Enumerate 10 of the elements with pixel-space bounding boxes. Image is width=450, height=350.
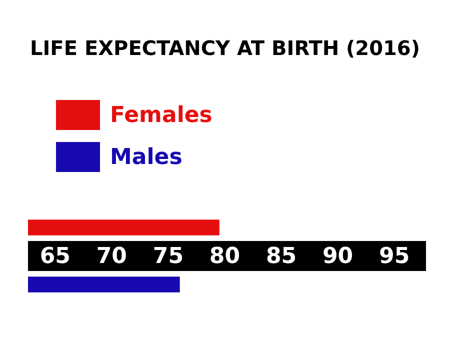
x-tick-label: 85 xyxy=(266,244,297,269)
x-tick-label: 75 xyxy=(152,244,184,269)
legend-label: Males xyxy=(110,144,182,170)
x-tick-label: 70 xyxy=(96,244,127,269)
chart-title: LIFE EXPECTANCY AT BIRTH (2016) xyxy=(29,36,421,60)
x-tick-label: 95 xyxy=(379,244,410,269)
x-tick-label: 65 xyxy=(40,244,70,269)
x-tick-label: 80 xyxy=(209,244,240,269)
legend-label: Females xyxy=(110,102,212,128)
x-tick-label: 90 xyxy=(322,244,354,269)
